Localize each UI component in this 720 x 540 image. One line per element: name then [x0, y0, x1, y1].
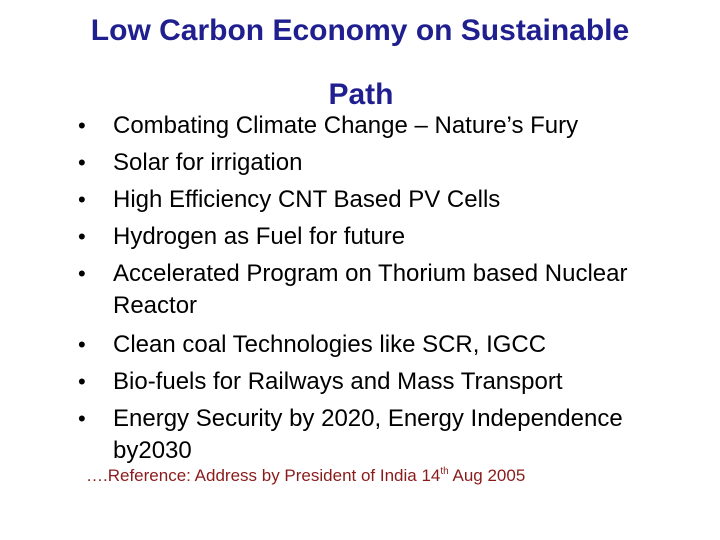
bullet-text: Bio-fuels for Railways and Mass Transpor… [113, 368, 563, 395]
bullet-dot-icon: • [78, 369, 86, 394]
reference-superscript: th [440, 466, 449, 477]
reference-text: ….Reference: Address by President of Ind… [86, 466, 441, 485]
bullet-dot-icon: • [78, 113, 86, 138]
bullet-text: Accelerated Program on Thorium based Nuc… [113, 260, 628, 287]
bullet-dot-icon: • [78, 187, 86, 212]
bullet-text: High Efficiency CNT Based PV Cells [113, 186, 501, 213]
bullet-dot-icon: • [78, 332, 86, 357]
bullet-text-continuation: by2030 [113, 437, 192, 464]
bullet-dot-icon: • [78, 406, 86, 431]
bullet-text: Combating Climate Change – Nature’s Fury [113, 112, 579, 139]
slide-title-line-1: Low Carbon Economy on Sustainable [90, 14, 630, 47]
bullet-dot-icon: • [78, 224, 86, 249]
bullet-dot-icon: • [78, 150, 86, 175]
bullet-text: Hydrogen as Fuel for future [113, 223, 406, 250]
bullet-text-continuation: Reactor [113, 292, 198, 319]
bullet-dot-icon: • [78, 261, 86, 286]
slide-title-line-2: Path [328, 78, 394, 111]
reference-date: Aug 2005 [448, 466, 526, 485]
reference-note: ….Reference: Address by President of Ind… [86, 466, 525, 486]
bullet-text: Solar for irrigation [113, 149, 303, 176]
bullet-text: Clean coal Technologies like SCR, IGCC [113, 331, 547, 358]
bullet-text: Energy Security by 2020, Energy Independ… [113, 405, 623, 432]
